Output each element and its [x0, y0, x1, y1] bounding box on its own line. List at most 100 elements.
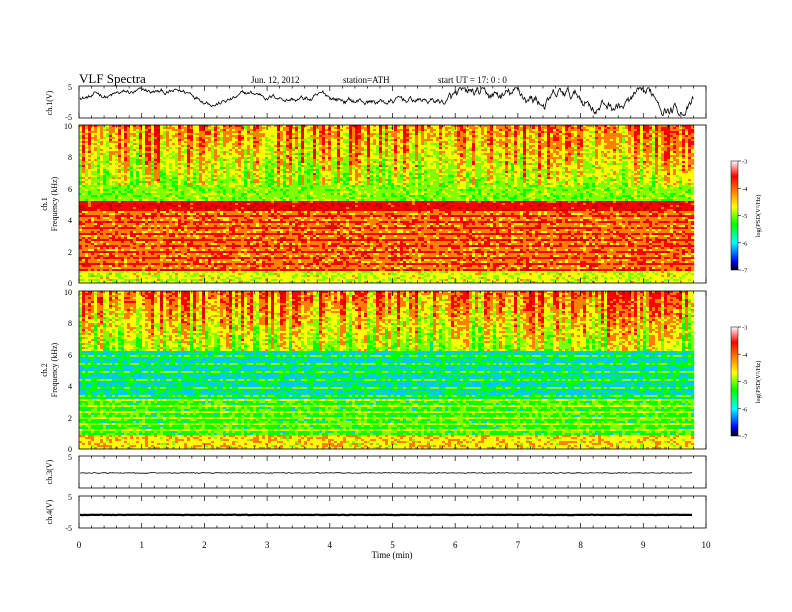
spectrogram-cell — [505, 143, 509, 146]
spectrogram-cell — [391, 143, 395, 146]
spectrogram-cell — [673, 127, 677, 130]
spectrogram-cell — [337, 125, 341, 128]
spectrogram-cell — [565, 147, 569, 150]
spectrogram-cell — [454, 171, 458, 174]
spectrogram-cell — [652, 167, 656, 170]
spectrogram-cell — [355, 161, 359, 164]
spectrogram-cell — [583, 129, 587, 132]
spectrogram-cell — [616, 139, 620, 142]
spectrogram-cell — [664, 141, 668, 144]
spectrogram-cell — [439, 135, 443, 138]
spectrogram-cell — [109, 149, 113, 152]
spectrogram-cell — [547, 139, 551, 142]
spectrogram-cell — [382, 167, 386, 170]
spectrogram-cell — [667, 159, 671, 162]
spectrogram-cell — [283, 133, 287, 136]
spectrogram-cell — [658, 163, 662, 166]
spectrogram-cell — [565, 161, 569, 164]
spectrogram-cell — [115, 137, 119, 140]
spectrogram-cell — [472, 157, 476, 160]
spectrogram-cell — [397, 139, 401, 142]
spectrogram-cell — [445, 147, 449, 150]
spectrogram-cell — [637, 145, 641, 148]
spectrogram-cell — [109, 153, 113, 156]
spectrogram-cell — [346, 165, 350, 168]
spectrogram-cell — [586, 129, 590, 132]
spectrogram-cell — [586, 151, 590, 154]
spectrogram-cell — [568, 129, 572, 132]
spectrogram-cell — [187, 153, 191, 156]
spectrogram-cell — [460, 171, 464, 174]
spectrogram-cell — [415, 161, 419, 164]
spectrogram-cell — [490, 135, 494, 138]
spectrogram-cell — [286, 139, 290, 142]
spectrogram-cell — [244, 159, 248, 162]
spectrogram-cell — [478, 145, 482, 148]
spectrogram-cell — [565, 163, 569, 166]
spectrogram-cell — [187, 173, 191, 176]
spectrogram-cell — [214, 159, 218, 162]
spectrogram-cell — [589, 157, 593, 160]
spectrogram-cell — [181, 137, 185, 140]
spectrogram-cell — [130, 161, 134, 164]
spectrogram-cell — [448, 133, 452, 136]
spectrogram-cell — [124, 165, 128, 168]
spectrogram-cell — [184, 131, 188, 134]
spectrogram-cell — [673, 161, 677, 164]
spectrogram-cell — [541, 127, 545, 130]
spectrogram-cell — [487, 161, 491, 164]
spectrogram-cell — [196, 161, 200, 164]
spectrogram-cell — [91, 151, 95, 154]
spectrogram-cell — [241, 145, 245, 148]
spectrogram-cell — [304, 147, 308, 150]
spectrogram-cell — [586, 127, 590, 130]
spectrogram-cell — [115, 127, 119, 130]
spectrogram-cell — [541, 139, 545, 142]
spectrogram-cell — [277, 169, 281, 172]
spectrogram-cell — [205, 155, 209, 158]
spectrogram-cell — [169, 127, 173, 130]
spectrogram-cell — [499, 169, 503, 172]
spectrogram-cell — [175, 171, 179, 174]
spectrogram-cell — [385, 159, 389, 162]
spectrogram-cell — [211, 131, 215, 134]
spectrogram-cell — [361, 129, 365, 132]
spectrogram-cell — [637, 165, 641, 168]
spectrogram-cell — [490, 137, 494, 140]
spectrogram-cell — [169, 167, 173, 170]
spectrogram-cell — [91, 159, 95, 162]
spectrogram-cell — [97, 143, 101, 146]
spectrogram-cell — [613, 127, 617, 130]
spectrogram-cell — [289, 161, 293, 164]
spectrogram-cell — [349, 153, 353, 156]
spectrogram-cell — [139, 161, 143, 164]
spectrogram-cell — [691, 143, 695, 146]
spectrogram-cell — [400, 157, 404, 160]
spectrogram-cell — [628, 167, 632, 170]
spectrogram-cell — [457, 133, 461, 136]
spectrogram-cell — [184, 129, 188, 132]
spectrogram-cell — [385, 135, 389, 138]
spectrogram-cell — [544, 165, 548, 168]
spectrogram-cell — [334, 151, 338, 154]
spectrogram-cell — [202, 173, 206, 176]
spectrogram-cell — [685, 147, 689, 150]
spectrogram-cell — [592, 171, 596, 174]
spectrogram-cell — [643, 159, 647, 162]
spectrogram-cell — [283, 167, 287, 170]
spectrogram-cell — [220, 161, 224, 164]
spectrogram-cell — [349, 155, 353, 158]
spectrogram-cell — [298, 157, 302, 160]
spectrogram-cell — [409, 159, 413, 162]
spectrogram-cell — [616, 169, 620, 172]
spectrogram-cell — [169, 147, 173, 150]
spectrogram-cell — [244, 137, 248, 140]
spectrogram-cell — [250, 149, 254, 152]
spectrogram-cell — [100, 129, 104, 132]
spectrogram-cell — [118, 131, 122, 134]
spectrogram-cell — [130, 147, 134, 150]
spectrogram-cell — [691, 147, 695, 150]
spectrogram-cell — [472, 141, 476, 144]
spectrogram-cell — [670, 167, 674, 170]
spectrogram-cell — [112, 159, 116, 162]
